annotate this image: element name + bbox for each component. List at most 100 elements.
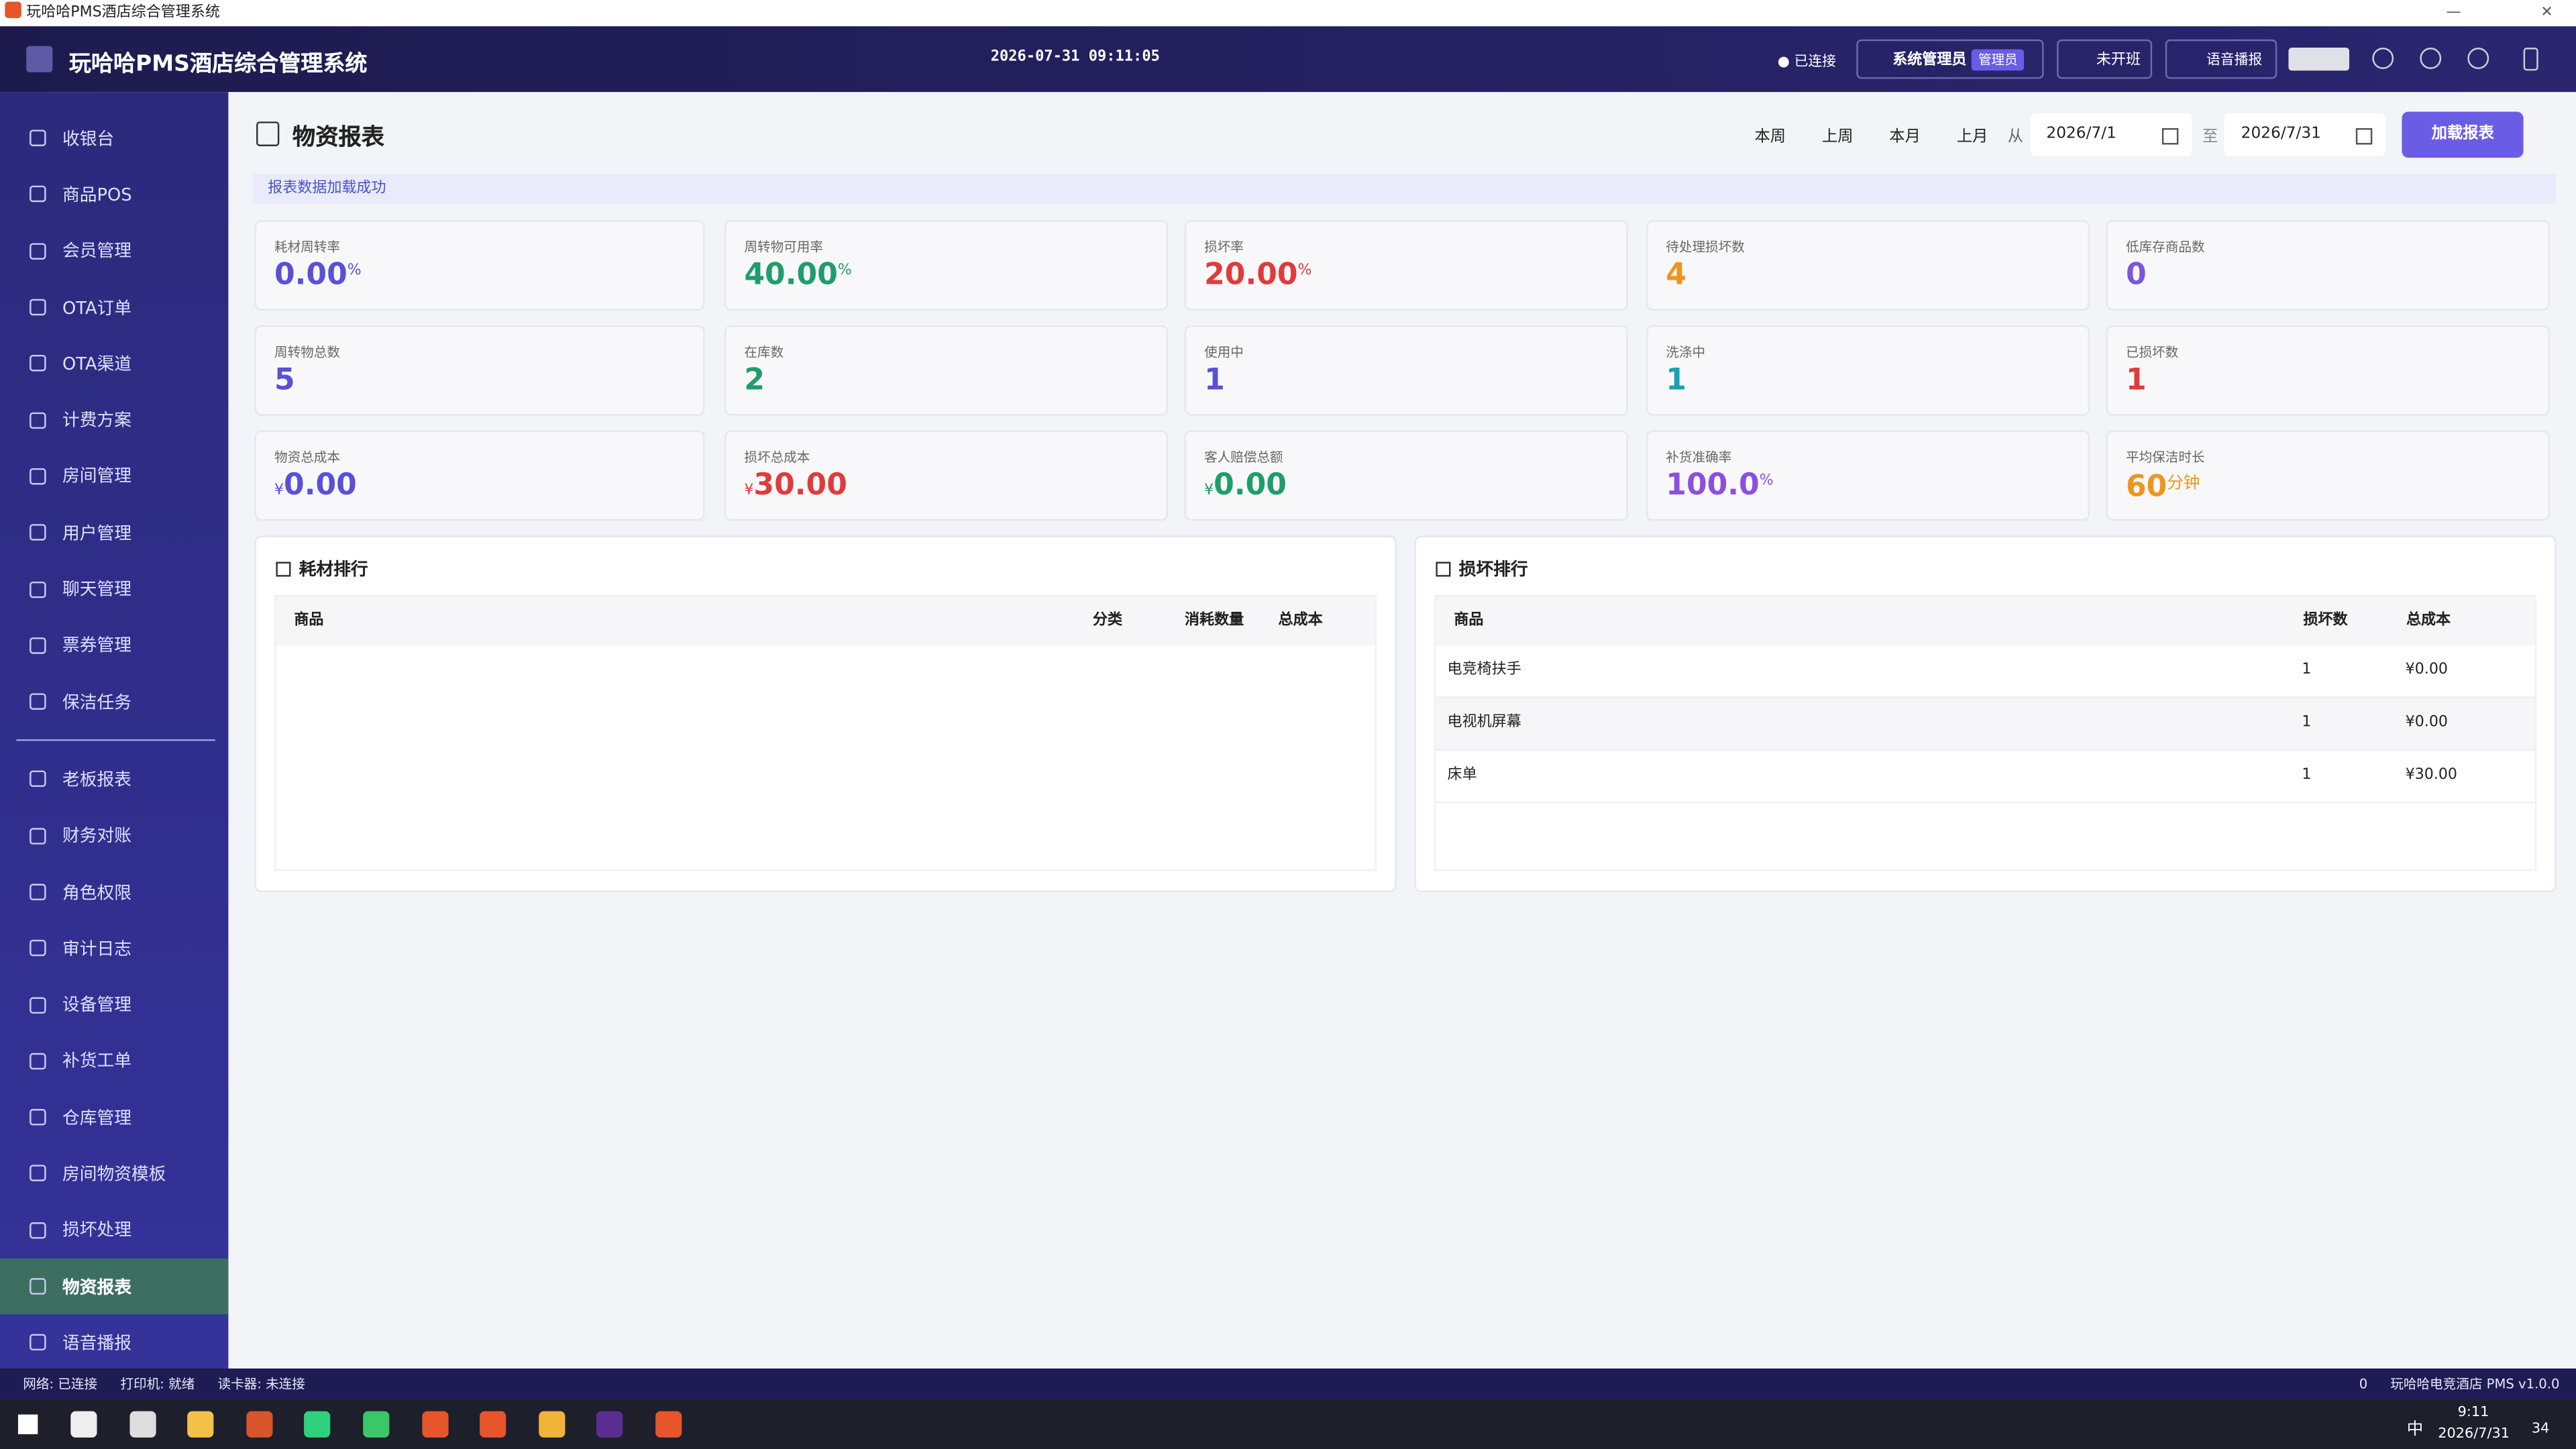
language-select[interactable]	[2288, 48, 2350, 71]
nav-item[interactable]: 物资报表	[0, 1258, 229, 1315]
start-button[interactable]	[17, 1414, 38, 1434]
kpi-label: 使用中	[1204, 345, 1244, 360]
taskbar-app[interactable]	[246, 1411, 273, 1438]
kpi-label: 周转物总数	[274, 345, 340, 360]
kpi-value: 60分钟	[2126, 468, 2530, 504]
shift-button[interactable]: 未开班	[2057, 39, 2153, 79]
nav-item[interactable]: 语音播报	[0, 1315, 228, 1371]
nav-item[interactable]: 会员管理	[0, 223, 228, 279]
nav-item[interactable]: 商品POS	[0, 166, 228, 223]
window-titlebar: 玩哈哈PMS酒店综合管理系统 — ✕	[0, 0, 2576, 27]
kpi-card: 耗材周转率 0.00%	[254, 220, 705, 311]
kpi-suffix: %	[347, 262, 362, 280]
nav-item[interactable]: 损坏处理	[0, 1202, 228, 1258]
kpi-card: 物资总成本 ¥0.00	[254, 430, 705, 521]
nav-item[interactable]: 聊天管理	[0, 561, 228, 617]
quick-range-button[interactable]: 上周	[1821, 128, 1854, 146]
role-tag: 管理员	[1972, 49, 2025, 71]
lock-button[interactable]	[2523, 48, 2538, 71]
refresh-button[interactable]	[2372, 48, 2394, 69]
info-button[interactable]	[2467, 48, 2489, 69]
nav-item[interactable]: 审计日志	[0, 920, 228, 977]
taskbar-app[interactable]	[305, 1411, 331, 1438]
content: 物资报表 本周 上周 本月 上月 从 2026/7/1 至 2026/7/31 加载报表 报表数…	[235, 92, 2576, 1368]
nav-item[interactable]: 仓库管理	[0, 1089, 228, 1146]
kpi-number: 20.00	[1204, 258, 1298, 292]
nav-icon	[30, 129, 46, 147]
kpi-card: 在库数 2	[724, 325, 1169, 416]
status-item: 网络: 已连接	[23, 1377, 98, 1392]
nav-label: 物资报表	[62, 1277, 131, 1297]
date-from-text: 2026/7/1	[2046, 125, 2116, 144]
quick-range-button[interactable]: 上月	[1956, 128, 1988, 146]
kpi-value: 1	[2126, 363, 2530, 397]
nav-item[interactable]: 收银台	[0, 110, 228, 166]
kpi-value: 40.00%	[744, 258, 1148, 292]
kpi-value: ¥0.00	[1204, 468, 1608, 502]
quick-range-button[interactable]: 本周	[1754, 128, 1786, 146]
nav-item[interactable]: 补货工单	[0, 1033, 228, 1089]
kpi-label: 待处理损坏数	[1666, 239, 1745, 255]
nav-icon	[30, 827, 46, 845]
kpi-value: 4	[1666, 258, 2070, 292]
nav-item[interactable]: 房间物资模板	[0, 1146, 228, 1202]
nav-item[interactable]: 保洁任务	[0, 674, 228, 730]
date-from[interactable]: 2026/7/1	[2029, 113, 2191, 156]
kpi-number: 0	[2125, 258, 2147, 292]
minimize[interactable]: —	[2446, 5, 2461, 21]
kpi-label: 低库存商品数	[2125, 239, 2205, 255]
datetime: 2026-07-31 09:11:05	[990, 49, 1160, 66]
status-item: 读卡器: 未连接	[217, 1377, 305, 1392]
nav-label: 商品POS	[62, 185, 132, 205]
nav-label: 老板报表	[62, 770, 131, 790]
nav-item[interactable]: OTA渠道	[0, 335, 228, 392]
panel-icon	[1436, 561, 1451, 577]
kpi-label: 客人赔偿总额	[1204, 450, 1283, 466]
nav-icon	[30, 771, 46, 788]
nav-item[interactable]: 房间管理	[0, 448, 228, 504]
kpi-label: 在库数	[744, 345, 784, 360]
ranking-panel: 耗材排行 商品 分类 消耗数量 总成本	[254, 535, 1397, 892]
taskbar: 中 9:11 2026/7/31 34	[0, 1399, 2576, 1449]
from-label: 从	[2007, 128, 2024, 146]
nav-label: 保洁任务	[62, 692, 131, 712]
taskbar-app[interactable]	[129, 1411, 156, 1438]
kpi-prefix: ¥	[274, 483, 284, 500]
kpi-card: 已损坏数 1	[2106, 325, 2550, 416]
kpi-label: 损坏率	[1204, 239, 1244, 255]
nav-item[interactable]: OTA订单	[0, 279, 228, 335]
table-cell: 1	[2302, 661, 2312, 679]
nav-item[interactable]: 财务对账	[0, 808, 228, 864]
taskbar-app[interactable]	[421, 1411, 448, 1438]
notification-count[interactable]: 34	[2531, 1421, 2550, 1438]
voice-button[interactable]: 语音播报	[2165, 39, 2277, 79]
taskbar-app[interactable]	[480, 1411, 506, 1438]
close[interactable]: ✕	[2540, 5, 2553, 21]
taskbar-app[interactable]	[187, 1411, 214, 1438]
user-badge[interactable]: 系统管理员 管理员	[1856, 39, 2044, 79]
taskbar-app[interactable]	[70, 1411, 97, 1438]
nav-label: 仓库管理	[62, 1108, 131, 1128]
kpi-card: 客人赔偿总额 ¥0.00	[1184, 430, 1628, 521]
nav-item[interactable]: 设备管理	[0, 977, 228, 1033]
table-cell: ¥0.00	[2405, 661, 2448, 679]
nav-icon	[30, 524, 46, 541]
nav-icon	[30, 468, 46, 485]
help-button[interactable]	[2420, 48, 2442, 69]
nav-item[interactable]: 计费方案	[0, 392, 228, 448]
load-report-button[interactable]: 加载报表	[2402, 111, 2524, 158]
kpi-label: 平均保洁时长	[2125, 450, 2205, 466]
taskbar-app[interactable]	[538, 1411, 565, 1438]
kpi-value: 100.0%	[1666, 468, 2070, 502]
quick-range-button[interactable]: 本月	[1889, 128, 1921, 146]
nav-item[interactable]: 角色权限	[0, 864, 228, 920]
taskbar-app[interactable]	[596, 1411, 624, 1438]
table-cell: 1	[2302, 714, 2312, 731]
nav-item[interactable]: 用户管理	[0, 504, 228, 561]
nav-item[interactable]: 老板报表	[0, 751, 228, 808]
nav-item[interactable]: 票券管理	[0, 617, 228, 674]
date-to[interactable]: 2026/7/31	[2224, 113, 2386, 156]
taskbar-app[interactable]	[363, 1411, 390, 1438]
kpi-card: 补货准确率 100.0%	[1646, 430, 2090, 521]
taskbar-app[interactable]	[655, 1411, 682, 1438]
